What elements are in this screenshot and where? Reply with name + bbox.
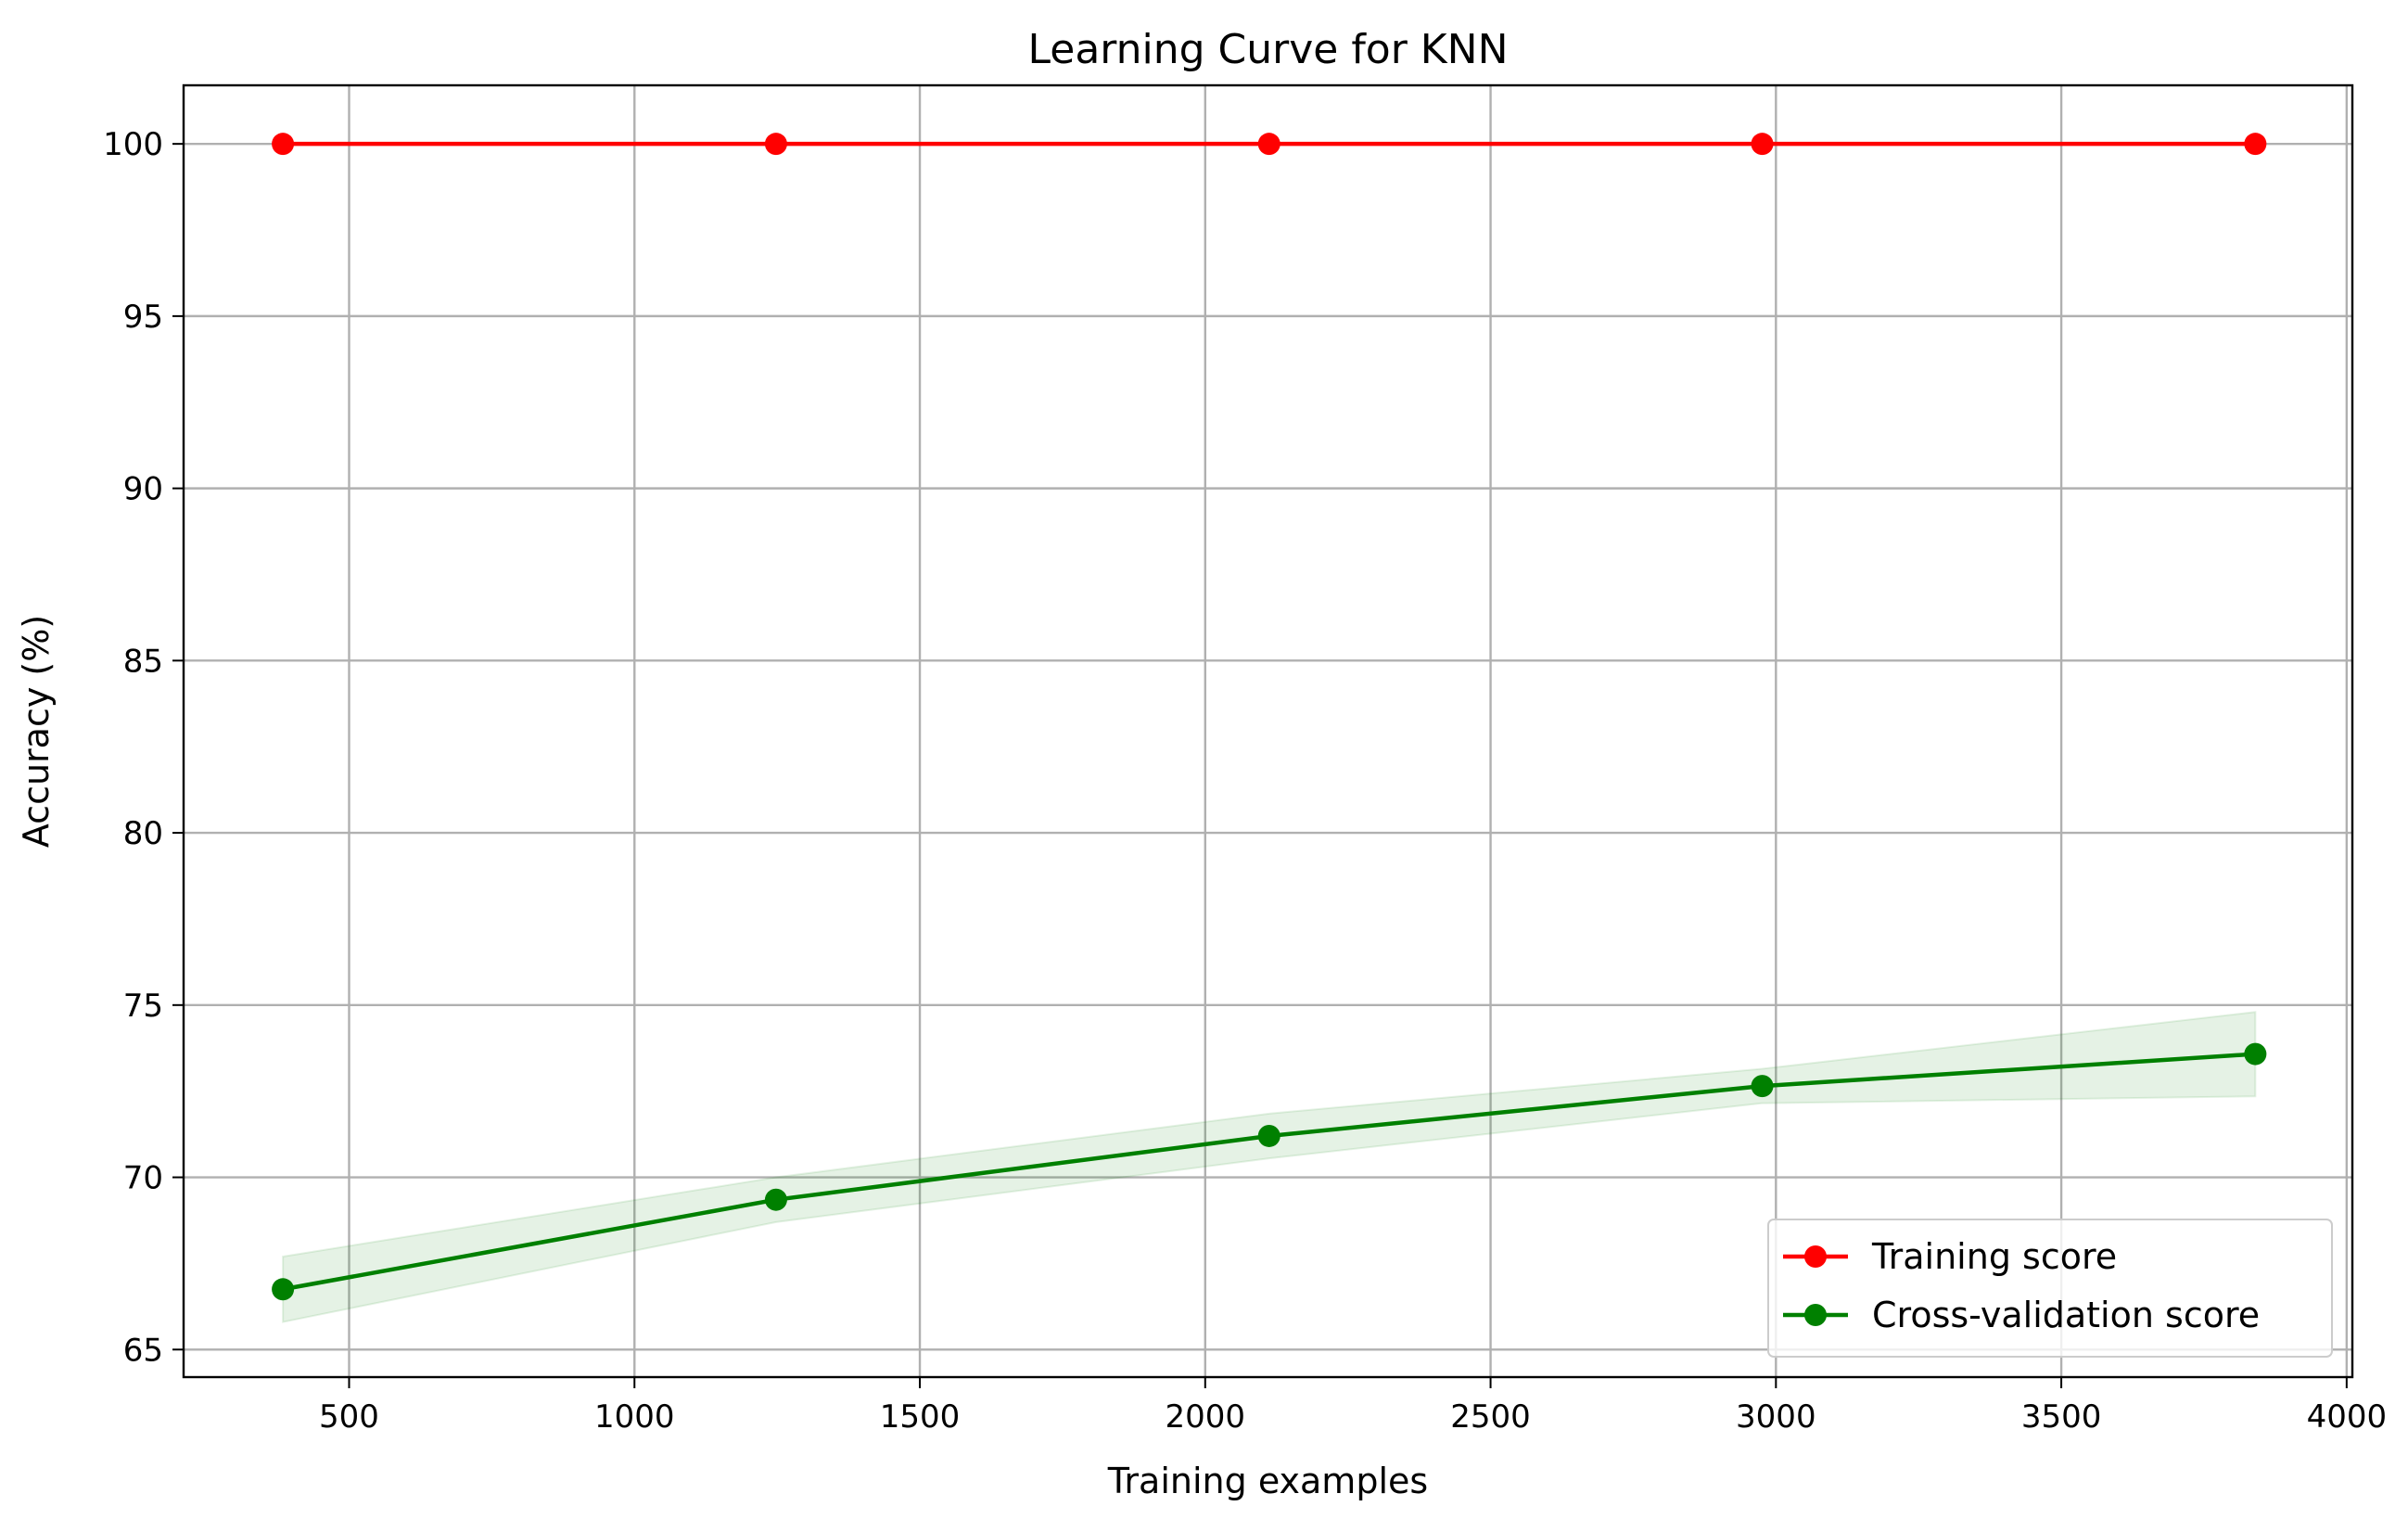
y-tick-label: 85 bbox=[123, 643, 163, 680]
legend-training-score-label: Training score bbox=[1871, 1236, 2117, 1277]
legend-cross-validation-score-swatch-marker bbox=[1804, 1304, 1827, 1326]
x-axis-label: Training examples bbox=[1107, 1461, 1428, 1501]
chart-title: Learning Curve for KNN bbox=[1028, 26, 1509, 73]
y-tick-label: 95 bbox=[123, 299, 163, 336]
y-tick-label: 65 bbox=[123, 1332, 163, 1369]
y-tick-label: 75 bbox=[123, 988, 163, 1025]
legend-cross-validation-score-label: Cross-validation score bbox=[1872, 1295, 2260, 1335]
training-score-point bbox=[1751, 133, 1774, 156]
legend: Training score Cross-validation score bbox=[1767, 1219, 2333, 1358]
plot-frame bbox=[182, 83, 2354, 1379]
training-score-point bbox=[1257, 133, 1280, 156]
cross-validation-score-point bbox=[2244, 1042, 2267, 1066]
legend-training-score-swatch-marker bbox=[1804, 1245, 1827, 1268]
grid bbox=[184, 85, 2352, 1377]
cross-validation-score-point bbox=[1257, 1124, 1280, 1147]
training-score-point bbox=[272, 133, 295, 156]
x-tick-label: 2000 bbox=[1166, 1398, 1246, 1436]
cross-validation-score-point bbox=[272, 1278, 295, 1301]
axis-ticks: 500 1000 1500 2000 2500 3000 3500 4000 65 70 75 80 8… bbox=[103, 126, 2387, 1436]
x-tick-label: 500 bbox=[319, 1398, 379, 1436]
y-tick-label: 70 bbox=[123, 1160, 163, 1197]
x-tick-label: 4000 bbox=[2307, 1398, 2388, 1436]
y-tick-label: 80 bbox=[123, 815, 163, 852]
legend-box bbox=[1767, 1219, 2333, 1358]
legend-items: Training score Cross-validation score bbox=[1783, 1236, 2260, 1335]
x-tick-label: 2500 bbox=[1450, 1398, 1531, 1436]
x-tick-label: 1000 bbox=[594, 1398, 675, 1436]
y-tick-label: 100 bbox=[103, 126, 163, 163]
series-points bbox=[272, 133, 2267, 1301]
training-score-point bbox=[764, 133, 787, 156]
cross-validation-score-point bbox=[1751, 1075, 1774, 1098]
x-tick-label: 3000 bbox=[1736, 1398, 1816, 1436]
x-tick-label: 3500 bbox=[2021, 1398, 2102, 1436]
training-score-point bbox=[2244, 133, 2267, 156]
x-tick-label: 1500 bbox=[880, 1398, 961, 1436]
y-tick-label: 90 bbox=[123, 471, 163, 508]
cross-validation-score-point bbox=[764, 1188, 787, 1211]
y-axis-label: Accuracy (%) bbox=[16, 615, 57, 848]
